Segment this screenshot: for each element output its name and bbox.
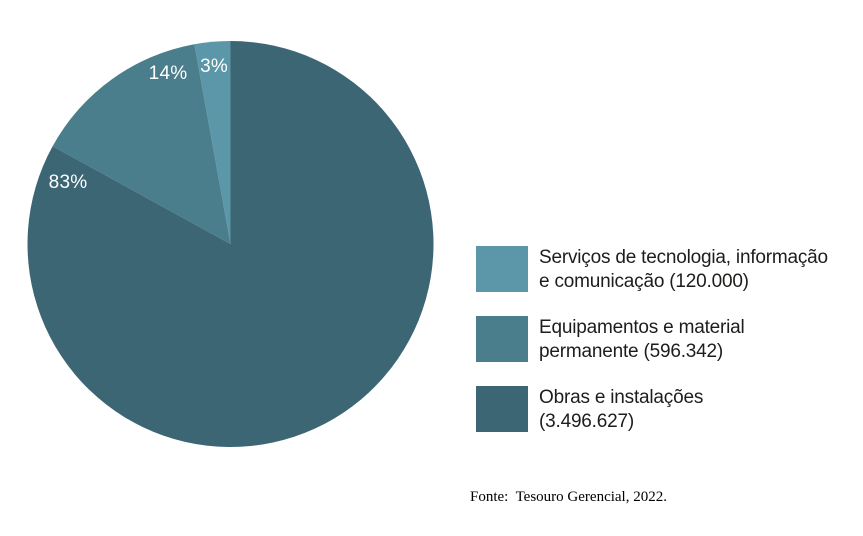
legend-swatch-servicos bbox=[476, 246, 528, 292]
legend-item-equipamentos: Equipamentos e material permanente (596.… bbox=[476, 316, 828, 363]
legend: Serviços de tecnologia, informação e com… bbox=[476, 246, 828, 456]
legend-label-line: Serviços de tecnologia, informação bbox=[539, 247, 828, 268]
pie-slice-1 bbox=[52, 44, 231, 244]
legend-label-obras: Obras e instalações (3.496.627) bbox=[539, 386, 703, 433]
legend-item-obras: Obras e instalações (3.496.627) bbox=[476, 386, 828, 433]
pie-slice-2 bbox=[27, 41, 434, 447]
legend-label-line: Obras e instalações bbox=[539, 387, 704, 408]
percent-label-obras: 83% bbox=[48, 172, 88, 193]
source-note: Fonte: Tesouro Gerencial, 2022. bbox=[470, 489, 667, 505]
legend-label-line: e comunicação (120.000) bbox=[539, 270, 749, 292]
legend-label-line: permanente (596.342) bbox=[539, 340, 724, 362]
legend-swatch-obras bbox=[476, 386, 528, 432]
percent-label-equipamentos: 14% bbox=[148, 63, 188, 84]
legend-label-line: (3.496.627) bbox=[539, 410, 634, 432]
pie-slice-0 bbox=[194, 41, 231, 244]
pie-chart bbox=[27, 41, 434, 447]
legend-swatch-equipamentos bbox=[476, 316, 528, 362]
legend-item-servicos: Serviços de tecnologia, informação e com… bbox=[476, 246, 828, 293]
legend-label-servicos: Serviços de tecnologia, informação e com… bbox=[539, 246, 828, 293]
percent-label-servicos: 3% bbox=[200, 56, 228, 77]
legend-label-line: Equipamentos e material bbox=[539, 317, 745, 338]
legend-label-equipamentos: Equipamentos e material permanente (596.… bbox=[539, 316, 745, 363]
